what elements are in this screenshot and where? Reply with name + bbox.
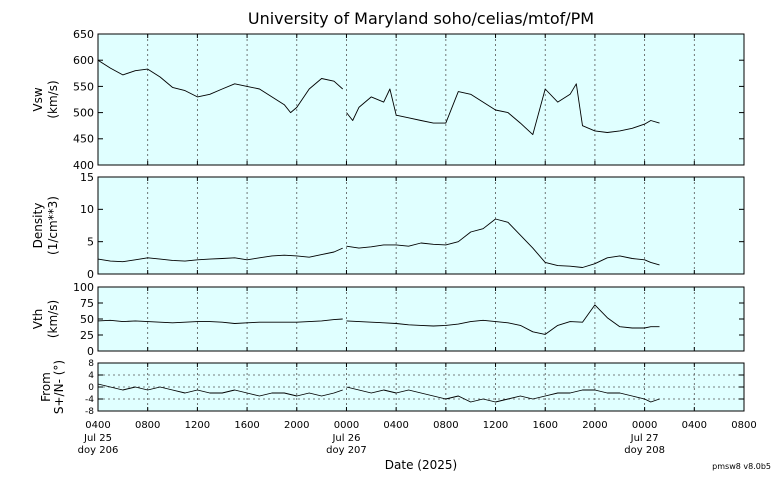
x-tick-label: 1200 (185, 420, 210, 431)
panel-1 (97, 33, 745, 166)
y-axis-label: S+/N- (°) (52, 360, 66, 414)
chart-title: University of Maryland soho/celias/mtof/… (247, 9, 595, 28)
series-line (346, 83, 660, 136)
x-axis-label: Date (2025) (384, 458, 458, 472)
x-tick-label: 2000 (582, 420, 607, 431)
y-tick-label: 100 (73, 281, 94, 294)
y-axis-label: (km/s) (46, 80, 60, 118)
y-axis-label: Vsw (31, 87, 45, 111)
y-tick-label: 400 (73, 159, 94, 172)
series-line (97, 383, 343, 397)
y-tick-label: 4 (88, 371, 94, 381)
y-tick-label: 8 (88, 359, 94, 369)
doy-label: doy 207 (326, 445, 367, 456)
date-label: Jul 25 (83, 433, 112, 444)
y-tick-label: -4 (85, 395, 94, 405)
x-tick-label: 0400 (682, 420, 707, 431)
y-tick-label: 75 (80, 297, 94, 310)
y-axis-label: Vth (31, 309, 45, 330)
series-line (97, 247, 343, 263)
doy-label: doy 208 (624, 445, 665, 456)
x-tick-label: 1600 (234, 420, 259, 431)
y-tick-label: 15 (80, 171, 94, 184)
doy-label: doy 206 (78, 445, 119, 456)
x-tick-label: 1600 (533, 420, 558, 431)
panel-background (98, 287, 744, 351)
y-tick-label: 25 (80, 329, 94, 342)
panel-3 (97, 286, 745, 352)
x-tick-label: 0800 (135, 420, 160, 431)
x-tick-label: 0000 (632, 420, 657, 431)
y-axis-label: (1/cm**3) (46, 196, 60, 255)
panel-background (98, 177, 744, 274)
date-label: Jul 27 (630, 433, 659, 444)
x-tick-label: 0800 (433, 420, 458, 431)
x-tick-label: 2000 (284, 420, 309, 431)
series-line (97, 59, 344, 114)
y-tick-label: 5 (87, 236, 94, 249)
y-tick-label: 550 (73, 80, 94, 93)
series-line (346, 218, 660, 268)
series-line (346, 304, 660, 335)
x-tick-label: 0800 (731, 420, 756, 431)
y-axis-label: From (39, 372, 53, 402)
panel-frame (97, 176, 745, 275)
y-axis-label: Density (31, 203, 45, 249)
panel-frame (97, 33, 745, 166)
x-tick-label: 0000 (334, 420, 359, 431)
y-tick-label: 50 (80, 313, 94, 326)
x-tick-label: 1200 (483, 420, 508, 431)
y-tick-label: 450 (73, 133, 94, 146)
y-tick-label: 10 (80, 203, 94, 216)
panel-background (98, 363, 744, 411)
panel-background (98, 34, 744, 165)
y-tick-label: 650 (73, 28, 94, 41)
x-tick-label: 0400 (85, 420, 110, 431)
version-label: pmsw8 v8.0b5 (712, 462, 771, 471)
series-line (346, 386, 660, 403)
y-tick-label: -8 (85, 407, 94, 417)
series-line (97, 318, 343, 324)
y-tick-label: 0 (87, 268, 94, 281)
y-tick-label: 0 (87, 345, 94, 358)
panel-2 (97, 176, 745, 275)
y-tick-label: 0 (88, 383, 94, 393)
y-tick-label: 600 (73, 54, 94, 67)
x-tick-label: 0400 (383, 420, 408, 431)
date-label: Jul 26 (331, 433, 360, 444)
y-tick-label: 500 (73, 106, 94, 119)
y-axis-label: (km/s) (46, 300, 60, 338)
panel-4 (97, 362, 745, 412)
